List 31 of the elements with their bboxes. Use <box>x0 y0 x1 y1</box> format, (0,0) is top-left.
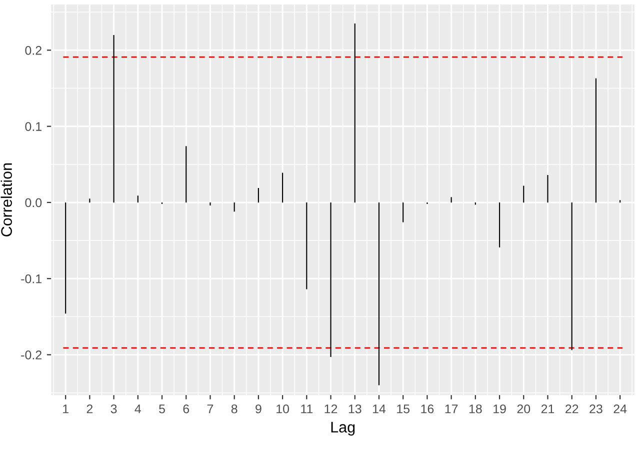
x-tick-label: 5 <box>159 404 165 414</box>
x-tick-label: 6 <box>183 404 190 414</box>
x-tick-label: 22 <box>566 404 578 414</box>
y-tick-label: -0.2 <box>21 350 42 360</box>
y-tick-label: 0.2 <box>25 46 42 55</box>
x-tick-label: 21 <box>541 404 554 414</box>
x-tick-label: 7 <box>207 404 214 414</box>
x-tick-label: 8 <box>231 404 238 414</box>
x-tick-label: 3 <box>110 404 117 414</box>
x-tick-label: 15 <box>397 404 410 414</box>
x-tick-label: 13 <box>348 404 362 414</box>
x-tick-label: 10 <box>276 404 290 414</box>
x-tick-label: 4 <box>134 404 142 414</box>
x-tick-label: 16 <box>421 404 434 414</box>
y-axis-title: Correlation <box>0 163 12 236</box>
y-tick-label: 0.0 <box>25 198 42 208</box>
x-tick-label: 11 <box>301 404 313 414</box>
y-tick-label: -0.1 <box>21 274 42 284</box>
x-tick-label: 12 <box>324 404 338 414</box>
x-tick-label: 19 <box>494 404 506 414</box>
x-tick-label: 20 <box>517 404 530 414</box>
x-tick-label: 14 <box>372 404 386 414</box>
y-tick-label: 0.1 <box>25 122 42 131</box>
x-axis-title: Lag <box>331 422 355 436</box>
x-tick-label: 9 <box>256 404 262 414</box>
x-tick-label: 23 <box>590 404 602 414</box>
x-tick-label: 24 <box>614 404 627 414</box>
x-tick-label: 1 <box>63 404 68 414</box>
x-tick-label: 18 <box>469 404 482 414</box>
x-tick-label: 17 <box>445 404 458 414</box>
x-tick-label: 2 <box>86 404 93 414</box>
